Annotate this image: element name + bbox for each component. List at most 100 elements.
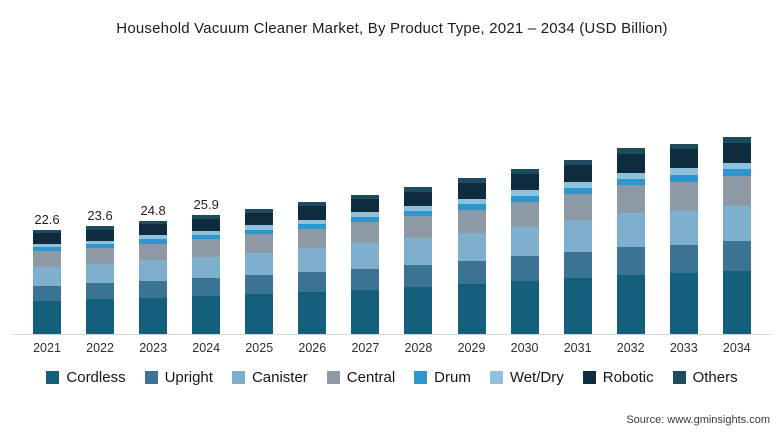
bar-segment-robotic: [722, 142, 751, 163]
chart-title: Household Vacuum Cleaner Market, By Prod…: [116, 20, 668, 37]
legend-label: Wet/Dry: [509, 369, 564, 386]
x-axis-tick-label: 2025: [245, 341, 274, 355]
bar-stack: [245, 208, 274, 334]
bar-value-label: 23.6: [87, 208, 113, 224]
bar-segment-others: [298, 202, 327, 207]
bar-segment-canister: [457, 232, 486, 261]
legend-label: Canister: [251, 369, 308, 386]
x-axis-tick-label: 2034: [722, 341, 751, 355]
bar-segment-central: [457, 209, 486, 233]
x-axis-tick-label: 2027: [351, 341, 380, 355]
legend-label: Drum: [434, 369, 471, 386]
bar-segment-cordless: [563, 277, 592, 334]
bar-segment-upright: [722, 241, 751, 271]
bar-stack: [563, 159, 592, 334]
bar-column: [712, 118, 762, 334]
bar-segment-drum: [457, 204, 486, 210]
bar-segment-robotic: [192, 218, 221, 231]
source-credit: Source: www.gminsights.com: [626, 414, 770, 426]
bar-segment-others: [192, 215, 221, 219]
bar-segment-upright: [245, 275, 274, 295]
bar-segment-cordless: [33, 301, 61, 334]
bar-stack: [616, 148, 645, 334]
x-axis-tick-label: 2024: [192, 341, 221, 355]
x-axis-tick-label: 2031: [563, 341, 592, 355]
bar-segment-central: [139, 243, 168, 261]
bar-segment-cordless: [298, 291, 327, 334]
bar-segment-drum: [33, 247, 61, 252]
bar-stack: [404, 187, 433, 334]
legend-swatch-icon: [672, 371, 686, 384]
bar-segment-others: [139, 220, 168, 224]
bar-segment-drum: [510, 195, 539, 202]
x-axis-tick-label: 2028: [404, 341, 433, 355]
bar-segment-wet-dry: [563, 182, 592, 189]
bar-segment-cordless: [616, 274, 645, 334]
legend-swatch-icon: [231, 371, 245, 384]
bar-column: [393, 168, 443, 334]
bar-stack: [351, 194, 380, 334]
bar-segment-upright: [298, 272, 327, 292]
bar-segment-robotic: [616, 153, 645, 173]
bar-segment-drum: [245, 229, 274, 235]
x-axis-tick-label: 2026: [298, 341, 327, 355]
bars-row: 22.6 23.6 24.8 25.9: [12, 119, 772, 335]
bar-value-label: 25.9: [193, 197, 219, 213]
bar-segment-upright: [563, 251, 592, 278]
bar-segment-cordless: [669, 273, 698, 334]
bar-segment-cordless: [457, 284, 486, 334]
bar-segment-canister: [139, 260, 168, 282]
bar-segment-robotic: [33, 233, 61, 244]
legend-swatch-icon: [414, 371, 428, 384]
bar-segment-wet-dry: [298, 219, 327, 225]
bar-segment-central: [616, 185, 645, 214]
bar-segment-canister: [722, 206, 751, 242]
bar-segment-wet-dry: [404, 206, 433, 212]
legend: Cordless Upright Canister Central Drum Wet/Dr…: [0, 369, 784, 386]
bar-segment-upright: [139, 281, 168, 298]
bar-segment-others: [245, 208, 274, 213]
bar-segment-others: [86, 226, 115, 230]
legend-label: Robotic: [602, 369, 654, 386]
bar-segment-wet-dry: [192, 230, 221, 235]
x-axis-tick-label: 2022: [86, 341, 114, 355]
legend-item-others: Others: [672, 369, 738, 386]
bar-segment-central: [669, 182, 698, 211]
bar-segment-upright: [457, 260, 486, 285]
bar-segment-drum: [616, 178, 645, 186]
bar-segment-central: [245, 234, 274, 254]
bar-segment-drum: [192, 234, 221, 239]
bar-segment-wet-dry: [457, 198, 486, 205]
legend-item-wet-dry: Wet/Dry: [489, 369, 564, 386]
bar-segment-central: [298, 228, 327, 249]
bar-column: 23.6: [75, 207, 125, 334]
bar-segment-others: [722, 136, 751, 143]
legend-label: Cordless: [66, 369, 126, 386]
legend-item-central: Central: [326, 369, 395, 386]
bar-segment-robotic: [404, 191, 433, 207]
bar-segment-wet-dry: [33, 243, 61, 248]
bar-segment-robotic: [139, 223, 168, 236]
x-axis-tick-label: 2033: [669, 341, 698, 355]
bar-segment-central: [563, 193, 592, 221]
x-axis-tick-label: 2030: [510, 341, 539, 355]
bar-segment-canister: [33, 266, 61, 286]
bar-column: [500, 150, 550, 334]
legend-swatch-icon: [489, 371, 503, 384]
bar-segment-others: [510, 168, 539, 174]
plot-area: 22.6 23.6 24.8 25.9 2021 2022 2023 2024 2025 202…: [12, 119, 772, 355]
bar-segment-others: [457, 178, 486, 184]
bar-segment-robotic: [86, 229, 115, 241]
bar-stack: [139, 220, 168, 334]
bar-segment-cordless: [404, 286, 433, 334]
bar-stack: [298, 202, 327, 334]
legend-item-upright: Upright: [144, 369, 213, 386]
bar-segment-cordless: [245, 294, 274, 334]
bar-segment-robotic: [510, 173, 539, 191]
bar-segment-central: [351, 222, 380, 244]
bar-segment-wet-dry: [86, 240, 115, 245]
x-axis-labels: 2021 2022 2023 2024 2025 2026 2027 2028 2029 2030…: [12, 341, 772, 355]
legend-swatch-icon: [582, 371, 596, 384]
legend-label: Others: [692, 369, 738, 386]
bar-stack: [457, 178, 486, 334]
